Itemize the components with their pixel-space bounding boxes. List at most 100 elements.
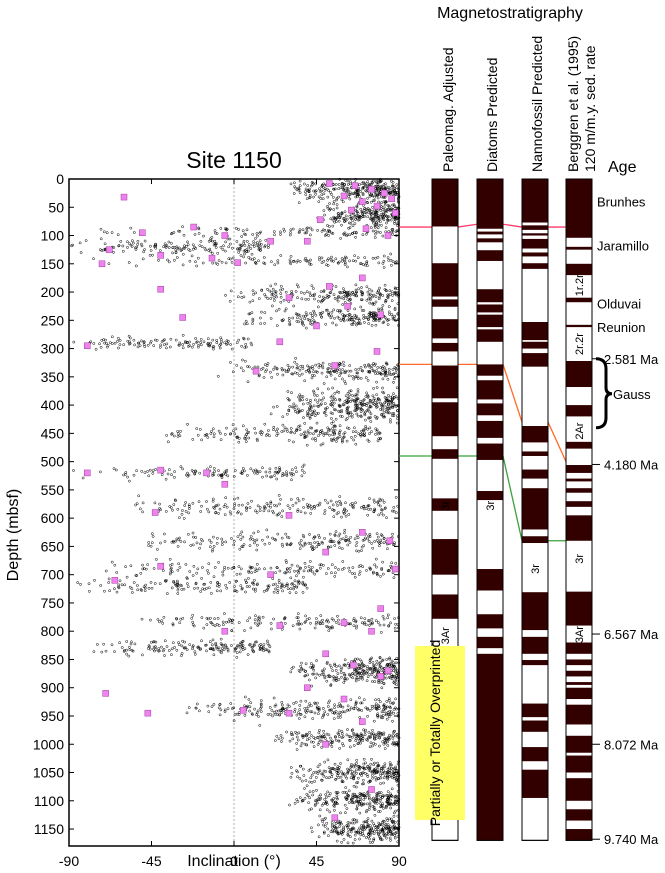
scatter-point [347,226,350,230]
scatter-point [205,587,208,590]
scatter-point [306,431,310,435]
scatter-point [330,625,334,629]
scatter-point [307,801,310,805]
scatter-point [268,712,272,716]
scatter-point [333,187,337,191]
age-heading: Age [608,159,637,176]
scatter-point [241,229,245,233]
scatter-point [313,297,316,301]
scatter-point [353,575,357,579]
scatter-point [321,707,325,710]
scatter-point [279,586,283,590]
scatter-point [323,760,327,764]
scatter-point [219,245,223,249]
scatter-point [321,431,325,435]
scatter-point [247,430,251,434]
scatter-point [87,582,91,586]
scatter-point [350,316,354,320]
scatter-point [243,322,247,326]
scatter-point [251,289,255,293]
scatter-point [181,333,185,337]
scatter-point [303,317,307,321]
scatter-point [340,515,343,519]
scatter-point [254,614,257,618]
scatter-point [377,261,381,265]
scatter-point [307,737,311,740]
scatter-point [311,717,315,720]
scatter-point [327,311,331,315]
scatter-point [298,191,302,195]
scatter-point [259,322,263,325]
scatter-point [313,737,317,740]
scatter-point [309,426,312,430]
scatter-point [303,190,307,194]
scatter-point [353,537,357,541]
scatter-point [389,838,392,842]
scatter-point [310,413,313,416]
scatter-point [284,532,288,536]
scatter-point [369,298,372,301]
scatter-point [330,773,334,776]
scatter-point [176,507,180,511]
scatter-point [346,179,350,183]
scatter-point [338,495,342,498]
scatter-point [350,572,354,575]
scatter-point [348,292,352,296]
scatter-point [185,577,189,580]
scatter-point [324,432,327,435]
scatter-point [354,288,358,292]
scatter-point [377,200,381,204]
scatter-point [316,411,320,415]
scatter-point [299,433,303,437]
scatter-point [339,503,343,507]
scatter-point [389,706,392,710]
scatter-point [136,588,140,592]
scatter-point [88,589,91,593]
scatter-point [387,190,391,194]
scatter-point [385,405,389,409]
scatter-point [181,343,185,346]
scatter-point [251,317,255,321]
scatter-point [146,470,149,473]
scatter-point [380,567,384,570]
scatter-point [289,542,293,546]
scatter-point [278,502,281,506]
scatter-point [358,675,362,679]
scatter-point [340,547,344,550]
scatter-point [393,308,397,312]
scatter-point [365,261,369,265]
scatter-point [133,343,136,347]
scatter-point [132,581,136,584]
scatter-point [378,744,381,748]
scatter-point [314,676,318,680]
scatter-point [247,255,251,259]
scatter-point [368,287,371,291]
highlight-point [157,285,164,293]
scatter-point [251,587,255,591]
scatter-point [345,409,349,413]
scatter-point [161,569,165,572]
scatter-point [219,642,223,645]
scatter-point [338,499,341,503]
scatter-point [338,532,342,536]
scatter-point [379,541,383,544]
scatter-point [305,231,308,235]
scatter-point [134,246,137,250]
scatter-point [310,684,314,688]
scatter-point [384,361,388,365]
y-tick-label: 250 [41,312,65,328]
scatter-point [304,314,308,318]
scatter-point [308,503,311,507]
scatter-point [321,295,325,299]
scatter-point [297,395,300,399]
highlight-point [344,302,351,310]
scatter-point [259,705,263,709]
scatter-point [297,320,301,324]
reversed-interval [477,314,503,328]
scatter-point [264,295,268,299]
scatter-point [256,530,260,533]
scatter-point [258,239,262,243]
scatter-point [218,346,222,350]
scatter-point [107,581,111,584]
scatter-point [372,396,376,400]
